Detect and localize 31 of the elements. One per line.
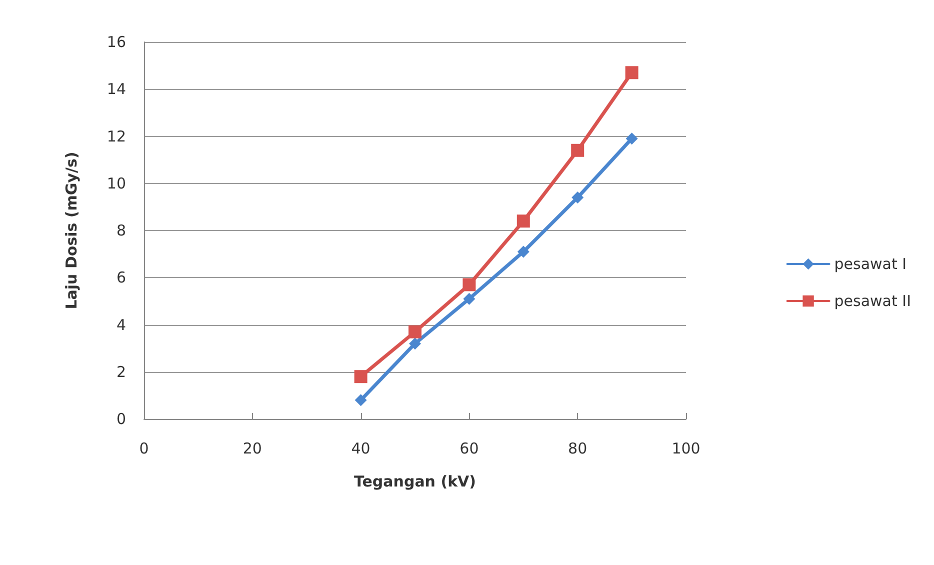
point: [572, 192, 584, 204]
y-tick-label: 0: [116, 410, 126, 428]
y-tick-label: 10: [106, 174, 126, 192]
y-tick-label: 14: [106, 80, 126, 98]
x-tick-label: 40: [351, 440, 370, 458]
y-tick-label: 6: [116, 268, 126, 287]
point: [625, 66, 638, 80]
point: [571, 144, 584, 157]
legend-label: pesawat II: [834, 292, 912, 310]
point: [408, 325, 422, 338]
y-tick-label: 16: [106, 33, 126, 51]
y-tick-label: 4: [116, 316, 126, 334]
x-tick-label: 20: [242, 440, 262, 458]
point: [409, 338, 421, 350]
y-tick-label: 8: [116, 222, 126, 240]
x-tick-label: 80: [568, 440, 588, 458]
point: [516, 214, 530, 228]
x-axis-title: Tegangan (kV): [354, 472, 476, 490]
point: [626, 132, 638, 145]
point: [517, 246, 530, 258]
point: [354, 370, 368, 384]
point: [462, 278, 476, 292]
x-tick-label: 0: [139, 440, 149, 458]
y-tick-label: 12: [106, 127, 126, 146]
legend-label: pesawat I: [834, 255, 907, 273]
y-tick-label: 2: [116, 362, 126, 381]
x-tick-label: 60: [460, 440, 479, 458]
x-tick-label: 100: [672, 440, 700, 458]
point: [463, 292, 476, 305]
point: [354, 394, 367, 406]
y-axis-title: Laju Dosis (mGy/s): [62, 152, 80, 310]
